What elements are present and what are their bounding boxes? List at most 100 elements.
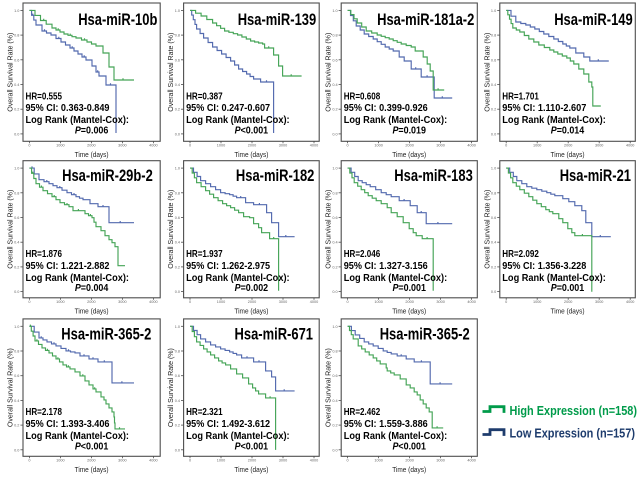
svg-text:Overall Survival Rate (%): Overall Survival Rate (%)	[324, 33, 333, 112]
svg-text:3000: 3000	[436, 459, 444, 463]
svg-text:2000: 2000	[87, 300, 95, 304]
svg-text:Log Rank (Mantel-Cox):: Log Rank (Mantel-Cox):	[344, 273, 448, 284]
svg-text:1000: 1000	[56, 300, 64, 304]
svg-text:Log Rank (Mantel-Cox):: Log Rank (Mantel-Cox):	[26, 115, 130, 126]
svg-text:0.0: 0.0	[491, 132, 496, 136]
svg-text:0.8: 0.8	[491, 34, 496, 38]
svg-text:2000: 2000	[248, 459, 256, 463]
svg-text:1000: 1000	[217, 300, 225, 304]
svg-text:HR=2.321: HR=2.321	[186, 407, 223, 418]
svg-text:P=0.006: P=0.006	[75, 126, 109, 137]
svg-text:1.0: 1.0	[175, 325, 180, 329]
svg-text:0.6: 0.6	[14, 216, 19, 220]
svg-text:0.2: 0.2	[14, 424, 19, 428]
svg-text:Time (days): Time (days)	[392, 152, 426, 159]
svg-text:95% CI: 1.110-2.607: 95% CI: 1.110-2.607	[502, 103, 586, 114]
svg-text:0.0: 0.0	[332, 132, 337, 136]
svg-text:Overall Survival Rate (%): Overall Survival Rate (%)	[6, 33, 15, 112]
svg-text:0.4: 0.4	[14, 241, 19, 245]
svg-text:2000: 2000	[564, 300, 572, 304]
svg-text:4000: 4000	[149, 459, 157, 463]
svg-text:Log Rank (Mantel-Cox):: Log Rank (Mantel-Cox):	[186, 115, 290, 126]
svg-text:95% CI: 1.356-3.228: 95% CI: 1.356-3.228	[502, 261, 586, 272]
svg-text:0.6: 0.6	[332, 216, 337, 220]
svg-text:95% CI: 1.492-3.612: 95% CI: 1.492-3.612	[186, 419, 270, 430]
svg-text:0: 0	[189, 300, 191, 304]
svg-text:0.2: 0.2	[14, 265, 19, 269]
svg-text:Log Rank (Mantel-Cox):: Log Rank (Mantel-Cox):	[502, 115, 606, 126]
svg-text:HR=2.092: HR=2.092	[502, 249, 539, 260]
svg-text:HR=1.937: HR=1.937	[186, 249, 223, 260]
svg-text:0.2: 0.2	[175, 108, 180, 112]
svg-text:3000: 3000	[279, 300, 287, 304]
svg-text:Overall Survival Rate (%): Overall Survival Rate (%)	[482, 190, 491, 269]
svg-text:1000: 1000	[533, 144, 541, 148]
svg-text:3000: 3000	[436, 144, 444, 148]
svg-text:0.8: 0.8	[332, 191, 337, 195]
svg-text:1.0: 1.0	[332, 167, 337, 171]
svg-text:0.4: 0.4	[175, 241, 180, 245]
svg-text:0.0: 0.0	[175, 290, 180, 294]
svg-text:P=0.004: P=0.004	[75, 283, 109, 294]
svg-text:HR=0.608: HR=0.608	[344, 91, 381, 102]
svg-text:95% CI: 1.221-2.882: 95% CI: 1.221-2.882	[26, 261, 110, 272]
svg-text:95% CI: 1.327-3.156: 95% CI: 1.327-3.156	[344, 261, 428, 272]
svg-text:0.6: 0.6	[332, 58, 337, 62]
svg-text:P=0.001: P=0.001	[551, 283, 585, 294]
svg-text:Time (days): Time (days)	[75, 309, 109, 316]
svg-text:0: 0	[189, 144, 191, 148]
svg-text:Hsa-miR-181a-2: Hsa-miR-181a-2	[377, 11, 474, 29]
svg-text:1.0: 1.0	[332, 9, 337, 13]
svg-text:4000: 4000	[626, 144, 634, 148]
svg-text:Log Rank (Mantel-Cox):: Log Rank (Mantel-Cox):	[344, 431, 448, 442]
svg-text:Hsa-miR-183: Hsa-miR-183	[394, 167, 473, 185]
svg-text:3000: 3000	[118, 300, 126, 304]
svg-text:0.6: 0.6	[491, 216, 496, 220]
svg-text:HR=0.387: HR=0.387	[186, 91, 223, 102]
svg-text:95% CI: 1.262-2.975: 95% CI: 1.262-2.975	[186, 261, 270, 272]
svg-text:0.6: 0.6	[14, 374, 19, 378]
svg-text:Log Rank (Mantel-Cox):: Log Rank (Mantel-Cox):	[186, 273, 290, 284]
svg-text:Overall Survival Rate (%): Overall Survival Rate (%)	[324, 348, 333, 427]
svg-text:0.8: 0.8	[332, 350, 337, 354]
svg-text:P<0.001: P<0.001	[235, 441, 269, 452]
svg-text:0: 0	[505, 144, 507, 148]
svg-text:Log Rank (Mantel-Cox):: Log Rank (Mantel-Cox):	[26, 431, 130, 442]
svg-text:95% CI: 1.559-3.886: 95% CI: 1.559-3.886	[344, 419, 428, 430]
svg-text:Log Rank (Mantel-Cox):: Log Rank (Mantel-Cox):	[186, 431, 290, 442]
svg-text:0.4: 0.4	[175, 83, 180, 87]
svg-text:3000: 3000	[279, 144, 287, 148]
svg-text:Time (days): Time (days)	[75, 467, 109, 474]
svg-text:HR=1.701: HR=1.701	[502, 91, 539, 102]
svg-text:0.4: 0.4	[14, 83, 19, 87]
svg-text:1000: 1000	[56, 459, 64, 463]
svg-text:HR=2.046: HR=2.046	[344, 249, 381, 260]
svg-text:0.0: 0.0	[332, 448, 337, 452]
svg-text:0.2: 0.2	[175, 265, 180, 269]
svg-text:0.0: 0.0	[14, 290, 19, 294]
svg-text:Log Rank (Mantel-Cox):: Log Rank (Mantel-Cox):	[344, 115, 448, 126]
svg-text:4000: 4000	[310, 459, 318, 463]
svg-text:0: 0	[505, 300, 507, 304]
svg-text:0.4: 0.4	[491, 241, 496, 245]
svg-text:0.2: 0.2	[332, 424, 337, 428]
svg-text:Hsa-miR-365-2: Hsa-miR-365-2	[61, 326, 151, 344]
svg-text:4000: 4000	[310, 144, 318, 148]
svg-text:High Expression (n=158): High Expression (n=158)	[510, 404, 638, 418]
svg-text:Time (days): Time (days)	[75, 152, 109, 159]
svg-text:4000: 4000	[467, 300, 475, 304]
svg-text:Overall Survival Rate (%): Overall Survival Rate (%)	[6, 190, 15, 269]
svg-text:1.0: 1.0	[175, 167, 180, 171]
svg-text:4000: 4000	[149, 144, 157, 148]
svg-text:HR=2.462: HR=2.462	[344, 407, 381, 418]
svg-text:Hsa-miR-182: Hsa-miR-182	[236, 167, 315, 185]
svg-text:95% CI: 0.399-0.926: 95% CI: 0.399-0.926	[344, 103, 428, 114]
svg-text:4000: 4000	[467, 144, 475, 148]
svg-text:0.4: 0.4	[175, 399, 180, 403]
svg-text:2000: 2000	[248, 300, 256, 304]
svg-text:0.6: 0.6	[332, 374, 337, 378]
svg-text:95% CI: 0.363-0.849: 95% CI: 0.363-0.849	[26, 103, 110, 114]
svg-text:Time (days): Time (days)	[392, 467, 426, 474]
svg-text:0.0: 0.0	[332, 290, 337, 294]
svg-text:Time (days): Time (days)	[551, 152, 585, 159]
